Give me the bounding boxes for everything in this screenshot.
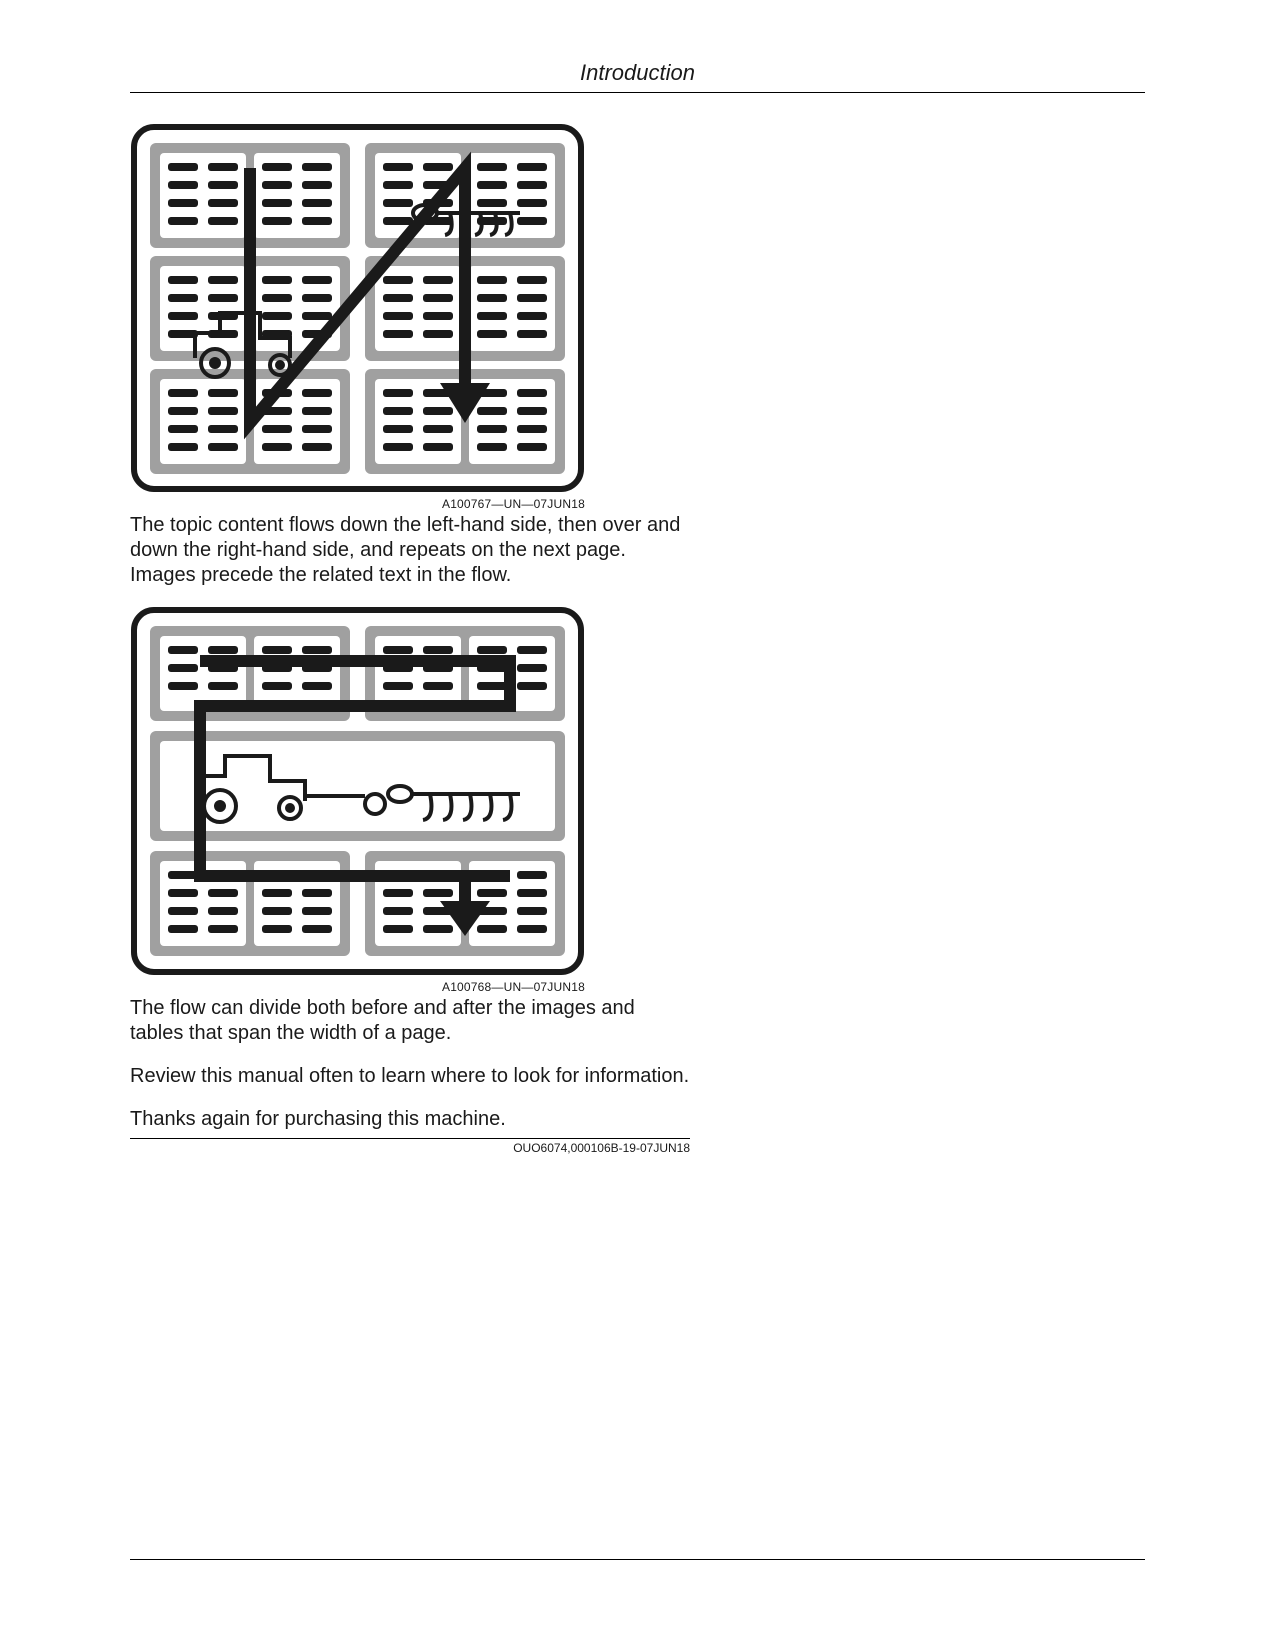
- page-header: Introduction: [130, 60, 1145, 92]
- flow-diagram-2: [130, 606, 585, 976]
- paragraph-3: Review this manual often to learn where …: [130, 1064, 690, 1089]
- footer-code: OUO6074,000106B-19-07JUN18: [130, 1141, 690, 1155]
- paragraph-2: The flow can divide both before and afte…: [130, 996, 690, 1046]
- figure2-caption: A100768—UN—07JUN18: [130, 980, 585, 994]
- page-title: Introduction: [580, 60, 695, 85]
- flow-diagram-1: [130, 123, 585, 493]
- section-rule: [130, 1138, 690, 1139]
- page-footer-rule: [130, 1559, 1145, 1560]
- paragraph-4: Thanks again for purchasing this machine…: [130, 1107, 690, 1132]
- page: Introduction: [0, 0, 1275, 1650]
- figure1-caption: A100767—UN—07JUN18: [130, 497, 585, 511]
- figure-flow-columns: A100767—UN—07JUN18: [130, 123, 690, 511]
- figure-flow-span: A100768—UN—07JUN18: [130, 606, 690, 994]
- paragraph-1: The topic content flows down the left-ha…: [130, 513, 690, 588]
- content-column: A100767—UN—07JUN18 The topic content flo…: [130, 93, 690, 1155]
